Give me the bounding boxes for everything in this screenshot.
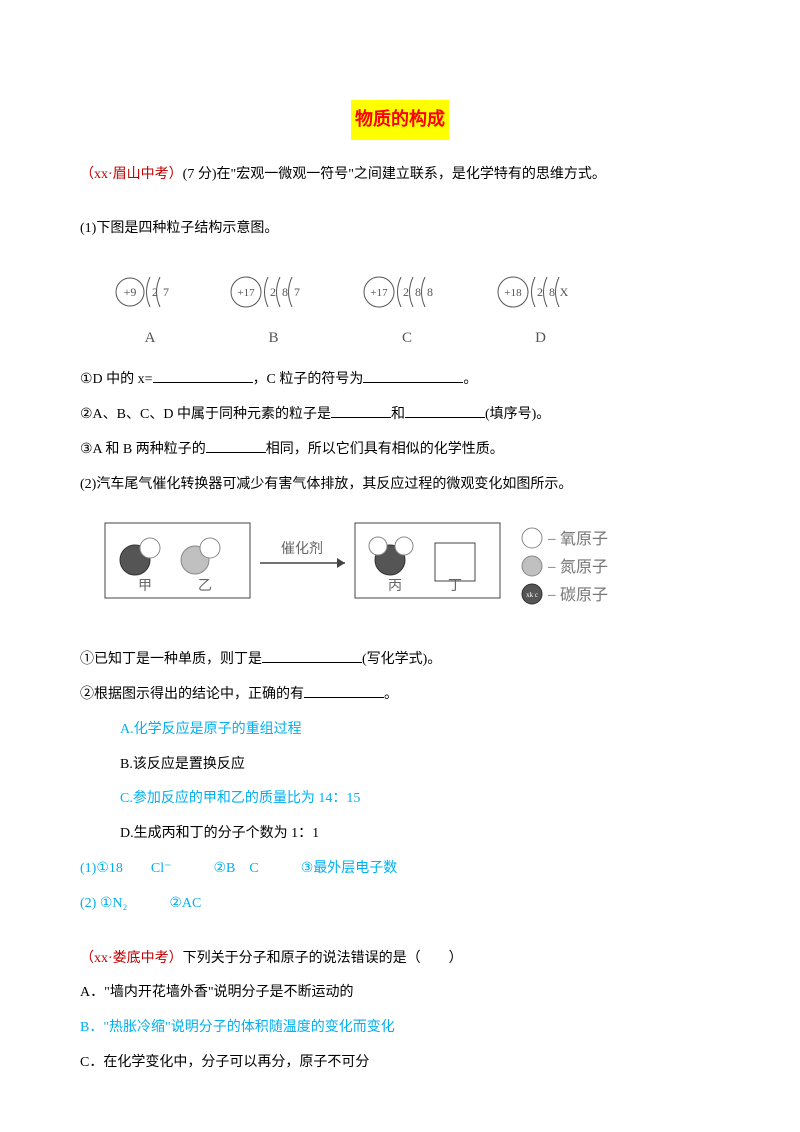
svg-text:2: 2 [537,285,543,299]
title-text: 物质的构成 [351,100,449,140]
svg-text:–: – [547,559,556,575]
svg-text:甲: 甲 [138,579,152,594]
answer-1: (1)①18 Cl⁻ ②B C ③最外层电子数 [80,854,720,885]
q2-a: A．"墙内开花墙外香"说明分子是不断运动的 [80,978,720,1009]
q2-source: （xx·娄底中考） [80,951,183,966]
svg-text:+17: +17 [370,287,388,299]
blank [405,403,485,418]
q1-1-line1: ①D 中的 x=，C 粒子的符号为。 [80,365,720,396]
svg-text:7: 7 [163,285,169,299]
svg-text:氧原子: 氧原子 [560,530,608,548]
q1-2-line1: ①已知丁是一种单质，则丁是(写化学式)。 [80,645,720,676]
q1-source: （xx·眉山中考） [80,167,183,182]
svg-text:8: 8 [282,285,288,299]
svg-text:+18: +18 [504,287,522,299]
atom-c-label: C [357,322,457,355]
svg-text:+17: +17 [237,287,255,299]
option-a: A.化学反应是原子的重组过程 [80,715,720,746]
q1-intro-text: (7 分)在"宏观一微观一符号"之间建立联系，是化学特有的思维方式。 [183,167,606,182]
svg-text:2: 2 [403,285,409,299]
atom-a-label: A [110,322,190,355]
q1-1-line3: ③A 和 B 两种粒子的相同，所以它们具有相似的化学性质。 [80,435,720,466]
svg-text:X: X [559,285,568,299]
svg-text:2: 2 [270,285,276,299]
q2-c: C．在化学变化中，分子可以再分，原子不可分 [80,1048,720,1079]
blank [363,368,463,383]
blank [262,648,362,663]
option-d: D.生成丙和丁的分子个数为 1：1 [80,819,720,850]
blank [206,438,266,453]
svg-text:–: – [547,531,556,547]
option-c: C.参加反应的甲和乙的质量比为 14：15 [80,784,720,815]
blank [304,683,384,698]
atom-d: +18 2 8 X D [491,265,591,355]
atom-b: +17 2 8 7 B [224,265,324,355]
svg-text:丁: 丁 [448,579,462,594]
q1-2-line2: ②根据图示得出的结论中，正确的有。 [80,680,720,711]
blank [331,403,391,418]
svg-text:8: 8 [415,285,421,299]
svg-text:2: 2 [152,285,158,299]
reaction-diagram: 甲 乙 催化剂 丙 丁 – 氧原子 – 氮原子 xk c – [100,518,720,631]
q2-intro: （xx·娄底中考）下列关于分子和原子的说法错误的是（ ） [80,944,720,975]
q1-intro: （xx·眉山中考）(7 分)在"宏观一微观一符号"之间建立联系，是化学特有的思维… [80,160,720,191]
atom-a: +9 2 7 A [110,265,190,355]
q2-b: B．"热胀冷缩"说明分子的体积随温度的变化而变化 [80,1013,720,1044]
page-title: 物质的构成 [80,100,720,140]
svg-text:碳原子: 碳原子 [560,586,608,604]
q1-sub1: (1)下图是四种粒子结构示意图。 [80,214,720,245]
q1-1-line2: ②A、B、C、D 中属于同种元素的粒子是和(填序号)。 [80,400,720,431]
option-b: B.该反应是置换反应 [80,750,720,781]
svg-text:丙: 丙 [388,579,402,594]
svg-text:氮原子: 氮原子 [560,558,608,576]
svg-text:xk c: xk c [526,591,538,599]
atom-c: +17 2 8 8 C [357,265,457,355]
svg-text:乙: 乙 [198,578,212,594]
answer-2: (2) ①N₂ ②AC [80,889,720,920]
atom-d-label: D [491,322,591,355]
svg-text:8: 8 [427,285,433,299]
atom-diagram-row: +9 2 7 A +17 2 8 7 B [110,265,720,355]
svg-text:7: 7 [294,285,300,299]
svg-text:+9: +9 [124,285,137,299]
q1-sub2: (2)汽车尾气催化转换器可减少有害气体排放，其反应过程的微观变化如图所示。 [80,470,720,501]
atom-b-label: B [224,322,324,355]
svg-text:8: 8 [549,285,555,299]
blank [153,368,253,383]
svg-text:–: – [547,587,556,603]
q2-text: 下列关于分子和原子的说法错误的是（ ） [183,951,463,966]
svg-text:催化剂: 催化剂 [281,541,323,557]
